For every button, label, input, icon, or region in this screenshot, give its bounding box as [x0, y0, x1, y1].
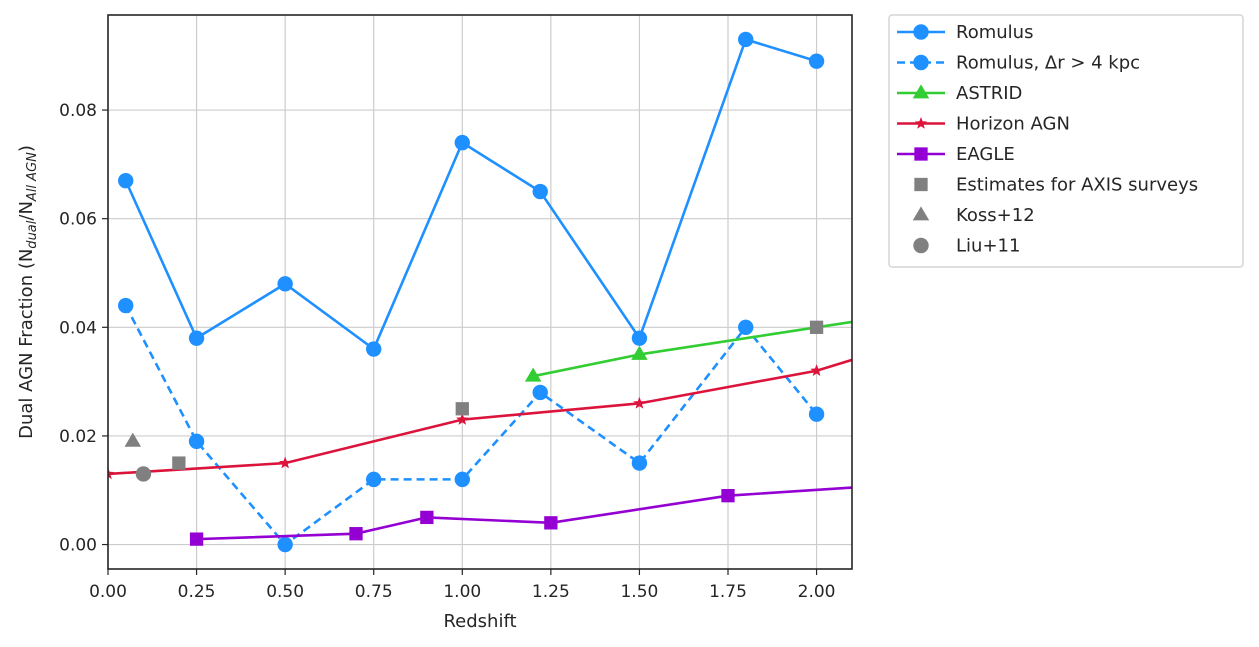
legend-label-astrid: ASTRID: [956, 83, 1022, 104]
data-point-romulus-r-4-kpc-4: [454, 471, 470, 488]
data-point-eagle-2: [420, 510, 434, 525]
legend-marker-horizon-agn: [914, 117, 928, 129]
x-tick-label-6: 1.50: [620, 582, 658, 602]
plot-frame: [107, 14, 853, 570]
legend: Romulus Romulus, Δr > 4 kpc ASTRID Horizon …: [888, 14, 1244, 268]
legend-marker-liu-11: [913, 237, 929, 254]
legend-frame: [888, 14, 1244, 268]
legend-entry-romulus-r-4-kpc: Romulus, Δr > 4 kpc: [897, 53, 1140, 74]
data-point-koss-12-0: [124, 432, 142, 447]
legend-entry-eagle: EAGLE: [897, 144, 1015, 165]
data-point-romulus-0: [118, 172, 134, 189]
data-point-horizon-agn-1: [278, 456, 292, 469]
x-tick-label-2: 0.50: [266, 582, 304, 602]
x-tick-label-1: 0.25: [178, 582, 216, 602]
series-romulus: [118, 31, 825, 357]
series-line-astrid: [532, 320, 852, 378]
y-tick-label-2: 0.04: [59, 318, 97, 338]
series-horizon-agn: [108, 358, 852, 480]
data-point-romulus-4: [454, 134, 470, 151]
y-axis-label: Dual AGN Fraction (Ndual/NAll AGN): [16, 145, 40, 439]
legend-entry-estimates-for-axis-surveys: Estimates for AXIS surveys: [914, 175, 1198, 196]
data-point-romulus-r-4-kpc-7: [738, 319, 754, 336]
x-tick-label-8: 2.00: [798, 582, 836, 602]
grid: [107, 15, 852, 569]
legend-label-eagle: EAGLE: [956, 144, 1015, 165]
data-point-astrid-0: [524, 367, 542, 382]
data-point-eagle-1: [349, 527, 363, 541]
legend-marker-astrid: [912, 84, 930, 99]
y-axis-label-sub-dual: dual: [25, 220, 40, 248]
data-point-eagle-0: [189, 532, 204, 546]
data-point-romulus-6: [631, 330, 648, 346]
data-point-romulus-3: [366, 341, 382, 357]
legend-marker-romulus: [913, 24, 929, 40]
data-point-estimates-for-axis-surveys-1: [455, 402, 469, 416]
data-point-romulus-r-4-kpc-2: [277, 536, 293, 553]
legend-label-liu-11: Liu+11: [956, 236, 1020, 257]
data-point-horizon-agn-0: [108, 467, 115, 480]
y-tick-label-3: 0.06: [59, 210, 97, 230]
data-point-liu-11-0: [135, 466, 152, 482]
data-point-eagle-3: [544, 516, 558, 530]
x-axis-label: Redshift: [443, 611, 516, 632]
series-koss-12: [124, 432, 142, 447]
legend-entry-astrid: ASTRID: [897, 83, 1022, 104]
y-axis-label-end: ): [16, 145, 37, 152]
data-point-romulus-5: [532, 183, 548, 200]
data-point-romulus-1: [188, 330, 205, 346]
data-point-romulus-r-4-kpc-3: [366, 471, 382, 488]
legend-entry-romulus: Romulus: [897, 22, 1033, 43]
data-point-estimates-for-axis-surveys-0: [172, 456, 186, 470]
legend-entry-horizon-agn: Horizon AGN: [897, 114, 1070, 135]
series-eagle: [189, 486, 852, 546]
y-tick-label-0: 0.00: [59, 536, 97, 556]
series-romulus-r-4-kpc: [118, 297, 825, 553]
series-estimates-for-axis-surveys: [172, 320, 824, 470]
y-tick-label-1: 0.02: [59, 427, 97, 447]
data-point-horizon-agn-2: [456, 413, 469, 425]
data-point-eagle-4: [721, 489, 735, 503]
legend-marker-eagle: [914, 147, 928, 161]
x-tick-label-7: 1.75: [709, 582, 747, 602]
data-point-romulus-r-4-kpc-8: [808, 406, 825, 422]
series-line-eagle: [196, 486, 852, 541]
data-point-romulus-2: [277, 276, 293, 292]
data-point-romulus-r-4-kpc-6: [631, 455, 648, 471]
data-point-horizon-agn-3: [633, 396, 646, 409]
series-astrid: [524, 320, 852, 382]
y-axis-label-mid: /N: [16, 201, 37, 221]
legend-label-horizon-agn: Horizon AGN: [956, 114, 1070, 135]
ticks: 0.00 0.25 0.50 0.75 1.00 1.25 1.50 1.75 2.00 0.00…: [59, 101, 835, 602]
x-tick-label-0: 0.00: [89, 582, 127, 602]
y-axis-label-sub-all: All AGN: [25, 152, 40, 202]
legend-marker-romulus-r-4-kpc: [913, 54, 929, 71]
data-point-romulus-r-4-kpc-5: [532, 384, 548, 401]
legend-marker-koss-12: [912, 206, 930, 221]
data-point-horizon-agn-4: [810, 364, 823, 377]
y-tick-label-4: 0.08: [59, 101, 97, 121]
data-point-romulus-8: [808, 53, 825, 69]
x-tick-label-3: 0.75: [355, 582, 393, 602]
legend-label-romulus-r-4-kpc: Romulus, Δr > 4 kpc: [956, 53, 1140, 74]
data-point-astrid-1: [631, 345, 648, 360]
x-tick-label-5: 1.25: [532, 582, 570, 602]
legend-entry-koss-12: Koss+12: [912, 205, 1035, 226]
y-axis-label-main: Dual AGN Fraction (N: [16, 249, 37, 439]
legend-label-romulus: Romulus: [956, 22, 1033, 43]
legend-entry-liu-11: Liu+11: [913, 236, 1020, 257]
data-point-romulus-7: [738, 31, 754, 48]
legend-label-estimates-for-axis-surveys: Estimates for AXIS surveys: [956, 175, 1198, 196]
x-tick-label-4: 1.00: [443, 582, 481, 602]
data-point-estimates-for-axis-surveys-2: [809, 320, 824, 334]
legend-label-koss-12: Koss+12: [956, 205, 1035, 226]
data-point-romulus-r-4-kpc-0: [118, 297, 134, 314]
legend-marker-estimates-for-axis-surveys: [914, 177, 928, 192]
series-liu-11: [135, 466, 152, 482]
series-layer: [108, 31, 852, 553]
data-point-romulus-r-4-kpc-1: [188, 433, 205, 450]
